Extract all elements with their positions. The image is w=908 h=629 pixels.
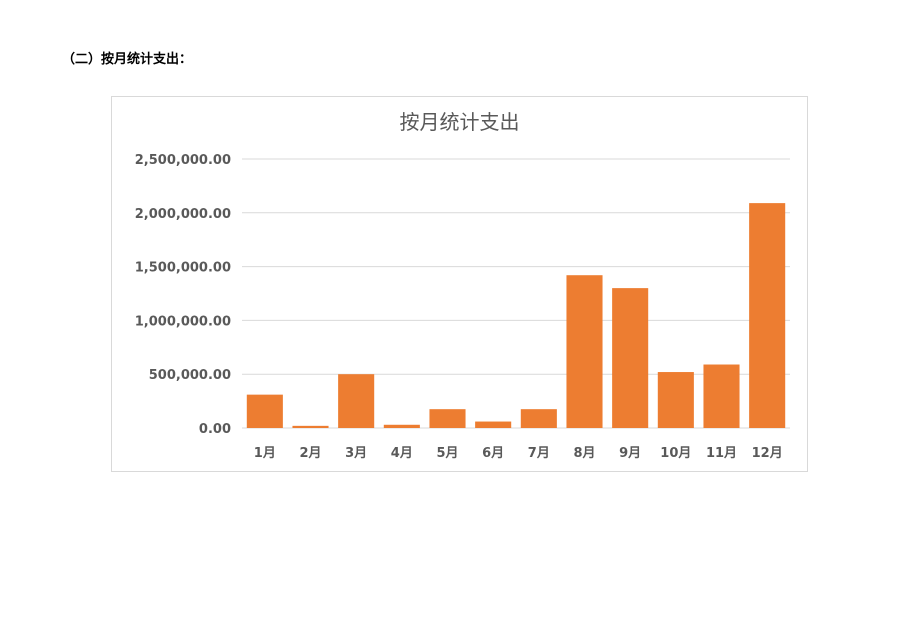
y-tick-label: 500,000.00 [149,368,231,383]
bar [383,424,420,428]
chart-title: 按月统计支出 [399,110,520,134]
bar [749,203,786,428]
y-tick-label: 2,000,000.00 [135,207,231,222]
x-tick-label: 9月 [619,446,641,461]
bar [566,275,603,428]
section-heading: （二）按月统计支出： [62,52,193,67]
bar [475,421,512,428]
x-tick-label: 8月 [573,446,595,461]
bar-chart-plot: 0.00 500,000.00 1,000,000.00 1,500,000.00 2,… [135,153,790,461]
bar [246,394,283,428]
y-tick-label: 1,000,000.00 [135,314,231,329]
x-tick-label: 5月 [436,446,458,461]
x-tick-label: 4月 [391,446,413,461]
bar [338,374,375,428]
y-tick-label: 0.00 [199,422,231,437]
bar [612,288,649,428]
x-tick-label: 7月 [528,446,550,461]
x-tick-label: 2月 [299,446,321,461]
x-tick-label: 10月 [660,446,691,461]
bar [429,409,466,428]
bar [520,409,557,428]
x-tick-label: 1月 [254,446,276,461]
y-tick-label: 1,500,000.00 [135,261,231,276]
x-tick-label: 6月 [482,446,504,461]
bar [292,425,329,428]
x-tick-label: 11月 [706,446,737,461]
x-tick-label: 3月 [345,446,367,461]
x-tick-label: 12月 [752,446,783,461]
bar [703,364,740,428]
y-tick-label: 2,500,000.00 [135,153,231,168]
chart-container: 按月统计支出 0.00 500,000.00 1,000,000.00 1,500,0… [111,96,808,472]
bar [657,372,694,428]
